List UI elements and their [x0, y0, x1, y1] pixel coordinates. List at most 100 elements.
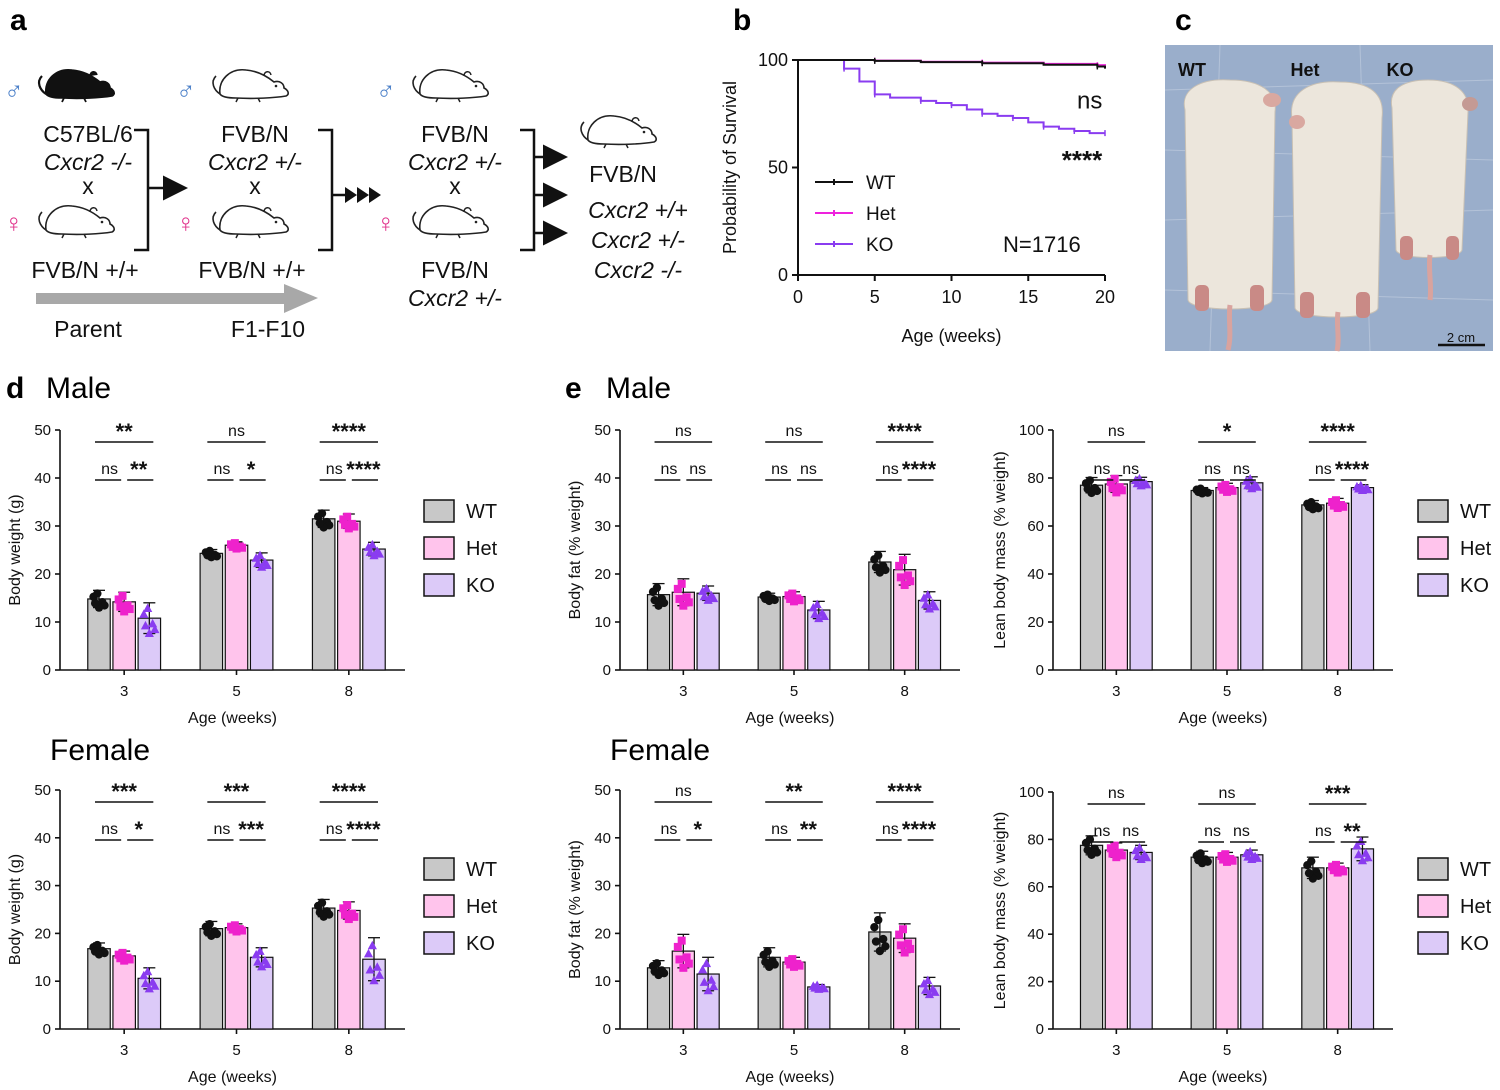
data-point-wt	[1083, 484, 1092, 494]
y-tick-label: 0	[1036, 662, 1044, 679]
data-point-wt	[205, 919, 214, 929]
data-point-het	[228, 925, 237, 934]
data-point-ko	[930, 987, 940, 996]
data-point-het	[682, 953, 691, 962]
x-tick-label: 5	[790, 1042, 798, 1059]
data-point-het	[896, 573, 905, 582]
legend-label-het: Het	[1460, 896, 1492, 918]
data-point-ko	[706, 975, 717, 984]
sig-label-top: ****	[1321, 419, 1356, 444]
data-point-wt	[203, 928, 212, 937]
data-point-ko	[363, 948, 374, 958]
data-point-het	[795, 961, 804, 970]
col1-cross-x: x	[82, 173, 94, 199]
data-point-ko	[698, 964, 708, 974]
data-point-wt	[650, 595, 659, 605]
data-point-ko	[257, 961, 267, 971]
y-tick-label: 60	[1027, 518, 1044, 535]
data-point-het	[682, 593, 691, 602]
bar-wt	[757, 596, 781, 671]
panel-label-b: b	[733, 4, 751, 37]
white-mouse-icon	[412, 204, 489, 239]
x-tick-label: 3	[1112, 683, 1120, 700]
col3-geno-female: Cxcr2 +/-	[408, 285, 502, 311]
sig-label-right: ns	[1233, 461, 1250, 478]
data-point-het	[1108, 849, 1117, 858]
data-point-ko	[924, 604, 935, 613]
data-point-het	[350, 912, 359, 921]
data-point-ko	[924, 989, 935, 999]
y-tick-label: 20	[594, 566, 611, 583]
data-point-het	[684, 959, 693, 968]
data-point-het	[673, 584, 682, 593]
col3-cross-x: x	[449, 173, 461, 199]
y-tick-label: 10	[34, 614, 51, 631]
bar-het	[782, 961, 806, 1030]
data-point-het	[895, 561, 904, 570]
bar-ko	[807, 986, 831, 1030]
legend-swatch-wt	[1417, 499, 1449, 523]
x-tick-label: 3	[679, 1042, 687, 1059]
f1-label: F1-F10	[231, 316, 305, 342]
data-point-wt	[90, 599, 100, 608]
x-tick-label: 5	[790, 683, 798, 700]
data-point-het	[677, 579, 686, 588]
data-point-wt	[1307, 856, 1316, 866]
col2-cross-x: x	[249, 173, 261, 199]
x-tick-label: 3	[120, 1042, 128, 1059]
data-point-ko	[1247, 854, 1257, 864]
data-point-het	[1219, 855, 1228, 864]
bar-wt	[868, 561, 892, 671]
data-point-ko	[1363, 852, 1373, 862]
legend-swatch-ko	[423, 573, 455, 597]
y-tick-label: 40	[34, 470, 51, 487]
sig-label-top: ns	[1108, 423, 1125, 440]
sig-label-top: ns	[1219, 785, 1236, 802]
e-male-title: Male	[606, 372, 671, 405]
data-point-ko	[262, 560, 272, 569]
x-tick-label: 5	[232, 683, 240, 700]
data-point-het	[673, 942, 682, 951]
male-symbol-2: ♂	[176, 76, 196, 106]
data-point-ko	[150, 981, 160, 990]
data-point-ko	[701, 583, 712, 593]
data-point-wt	[878, 934, 888, 944]
legend-label-ko: KO	[466, 575, 495, 597]
legend-swatch-ko	[1417, 931, 1449, 955]
bar-het	[224, 927, 249, 1030]
bar-wt	[311, 518, 336, 671]
y-tick-label: 20	[34, 925, 51, 942]
sig-label-right: **	[130, 457, 148, 482]
legend-label-ko: KO	[1460, 575, 1489, 597]
data-point-het	[1117, 851, 1126, 860]
sig-label-left: ns	[1204, 461, 1221, 478]
col4-geno-2: Cxcr2 +/-	[591, 227, 685, 253]
data-point-wt	[881, 942, 890, 951]
data-point-ko	[1356, 836, 1366, 845]
white-mouse-icon	[412, 68, 489, 103]
sig-label-left: ns	[882, 461, 899, 478]
data-point-ko	[1243, 852, 1253, 861]
photo-label-wt: WT	[1178, 60, 1206, 80]
y-tick-label: 50	[594, 422, 611, 439]
y-axis-label: Body fat (% weight)	[567, 481, 584, 620]
data-point-het	[675, 594, 684, 603]
legend-swatch-het	[423, 536, 455, 560]
bar-ko	[1240, 482, 1264, 671]
bar-ko	[1240, 854, 1264, 1030]
data-point-wt	[761, 957, 770, 967]
y-tick-label: 20	[34, 566, 51, 583]
bar-ko	[1129, 851, 1153, 1030]
survival-n-label: N=1716	[1003, 232, 1081, 257]
data-point-het	[900, 581, 909, 590]
data-point-ko	[140, 620, 151, 630]
data-point-het	[125, 955, 134, 964]
data-point-ko	[1142, 479, 1152, 489]
legend-swatch-ko	[423, 931, 455, 955]
data-point-wt	[93, 940, 102, 950]
data-point-ko	[812, 599, 822, 609]
y-tick-label: 0	[603, 1021, 611, 1038]
data-point-ko	[262, 959, 272, 968]
data-point-ko	[365, 547, 375, 556]
